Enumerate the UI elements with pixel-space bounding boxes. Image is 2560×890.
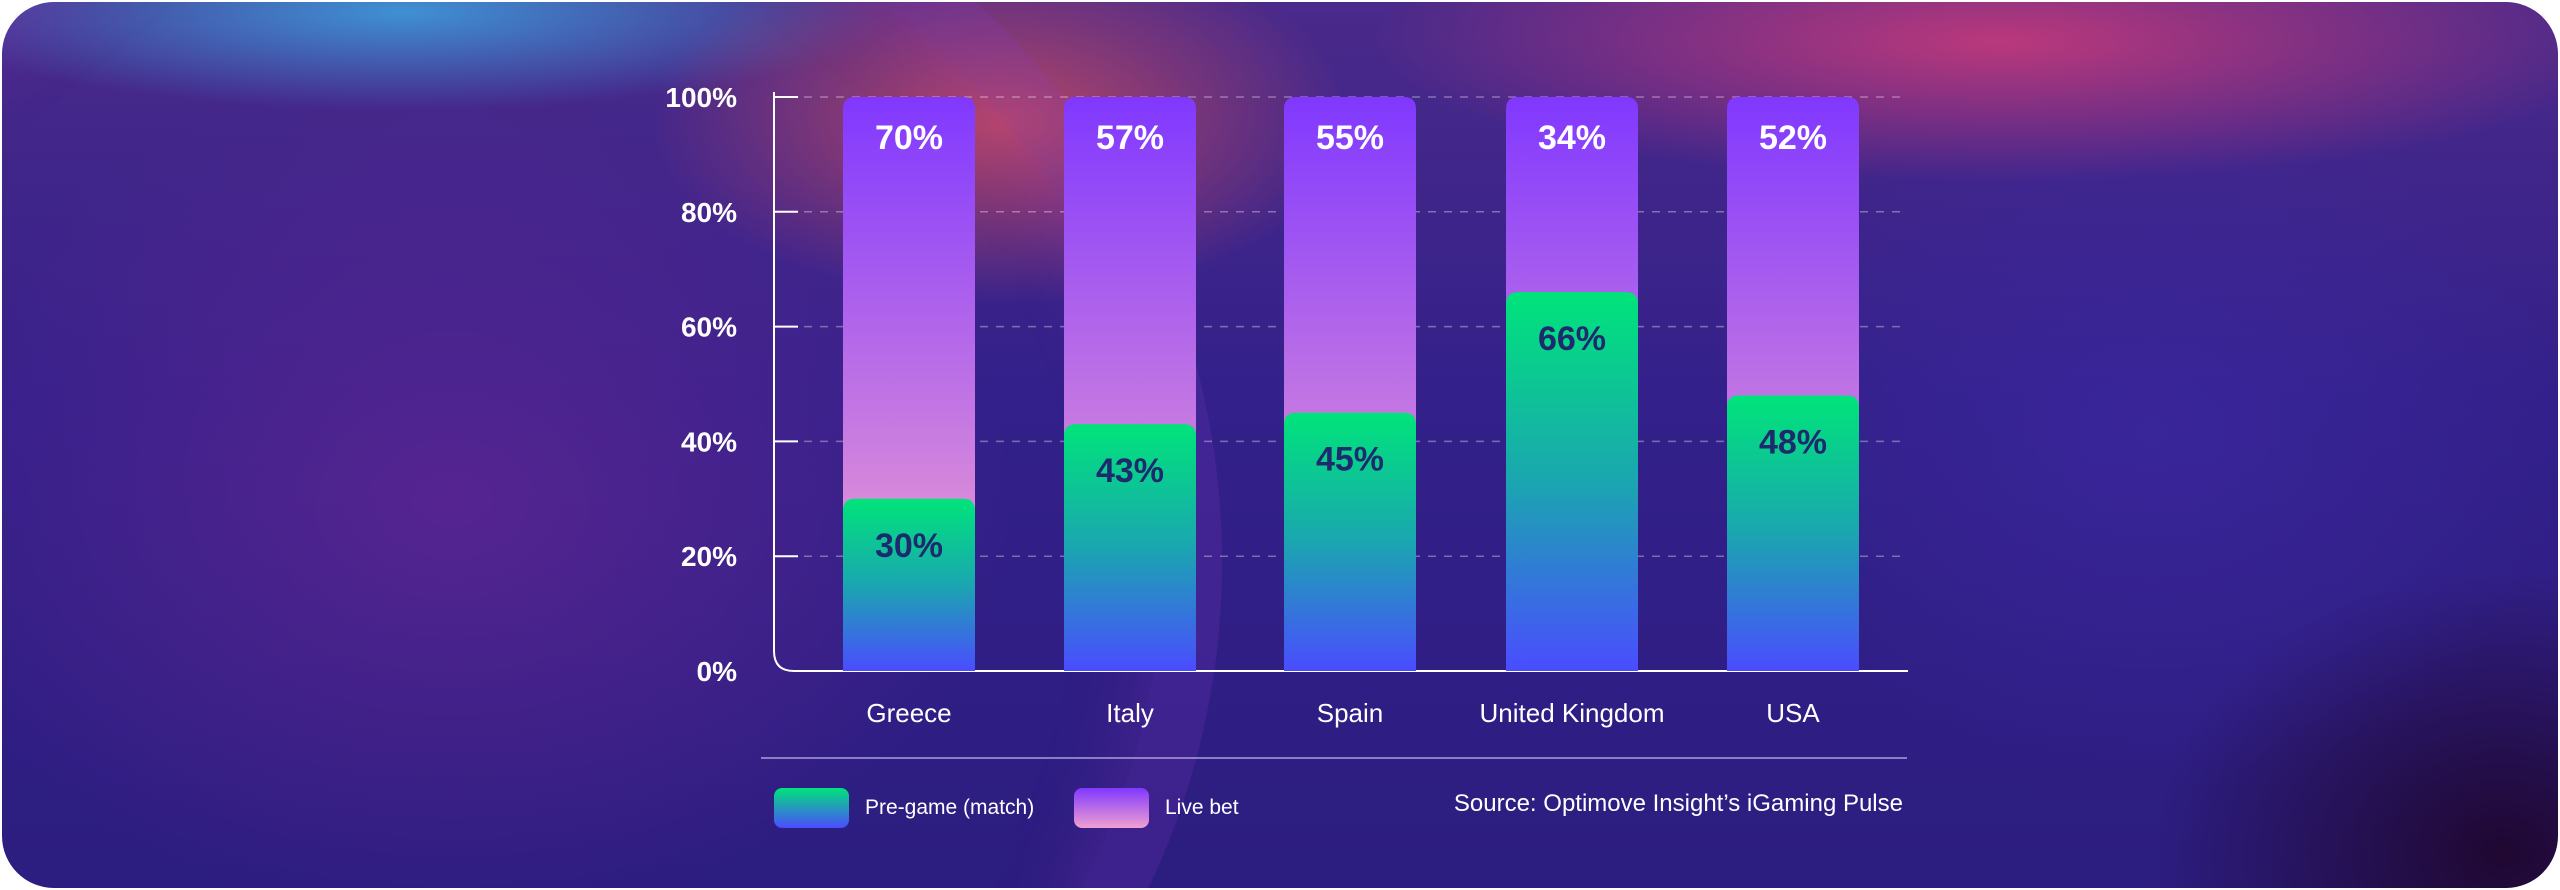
legend-label-live-bet: Live bet	[1165, 796, 1239, 819]
x-category-label: USA	[1766, 698, 1820, 728]
data-label-live-bet: 52%	[1759, 119, 1827, 157]
y-tick-label: 0%	[697, 656, 738, 687]
data-label-live-bet: 70%	[875, 119, 943, 157]
data-label-live-bet: 57%	[1096, 119, 1164, 157]
source-note: Source: Optimove Insight’s iGaming Pulse	[1453, 790, 1903, 817]
data-label-pre-game: 48%	[1759, 423, 1827, 461]
bar-pre-game	[843, 498, 975, 671]
y-tick-label: 40%	[681, 426, 737, 457]
data-label-pre-game: 45%	[1316, 441, 1384, 479]
x-category-label: United Kingdom	[1480, 698, 1665, 728]
data-label-live-bet: 55%	[1316, 119, 1384, 157]
y-tick-label: 100%	[665, 82, 737, 113]
data-label-pre-game: 43%	[1096, 452, 1164, 490]
bar-pre-game	[1284, 412, 1416, 671]
bar-live-bet	[1064, 97, 1196, 445]
y-tick-label: 60%	[681, 312, 737, 343]
axis-line	[773, 92, 1908, 672]
bar-live-bet	[1284, 97, 1416, 433]
data-label-pre-game: 30%	[875, 527, 943, 565]
legend-swatch-pre-game	[774, 788, 849, 828]
bar-live-bet	[1727, 97, 1859, 416]
data-label-live-bet: 34%	[1538, 119, 1606, 157]
x-category-label: Italy	[1106, 698, 1154, 728]
bar-pre-game	[1064, 424, 1196, 671]
y-tick-label: 80%	[681, 197, 737, 228]
x-category-label: Greece	[866, 698, 951, 728]
legend-label-pre-game: Pre-game (match)	[865, 796, 1035, 819]
legend-swatch-live-bet	[1074, 788, 1149, 828]
data-label-pre-game: 66%	[1538, 320, 1606, 358]
y-tick-label: 20%	[681, 541, 737, 572]
bar-live-bet	[1506, 97, 1638, 313]
x-category-label: Spain	[1317, 698, 1384, 728]
legend-divider	[761, 757, 1907, 759]
bar-live-bet	[843, 97, 975, 519]
bar-pre-game	[1727, 395, 1859, 671]
bar-pre-game	[1506, 292, 1638, 671]
